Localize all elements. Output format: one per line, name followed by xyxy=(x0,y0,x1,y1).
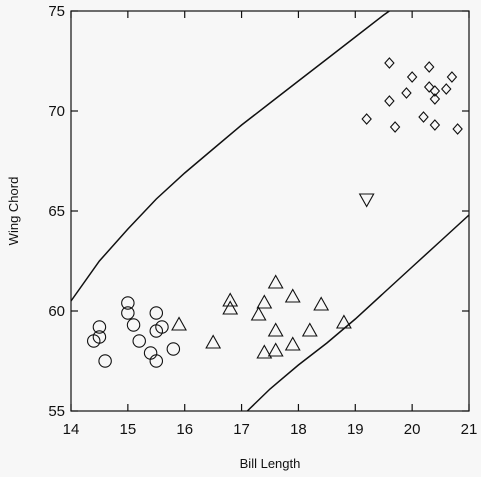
triangle-up-point xyxy=(222,300,239,315)
upper-boundary-curve xyxy=(71,11,390,302)
triangle-up-point xyxy=(267,342,284,357)
x-tick-label: 19 xyxy=(347,421,364,438)
diamond-point xyxy=(423,81,435,93)
x-tick-label: 17 xyxy=(233,421,250,438)
x-tick-label: 16 xyxy=(176,421,193,438)
y-tick-label: 65 xyxy=(48,203,65,220)
x-tick-label: 21 xyxy=(461,421,478,438)
triangle-up-point xyxy=(313,296,330,311)
triangle-up-point xyxy=(284,288,301,303)
triangle-up-point xyxy=(250,306,267,321)
triangle-up-point xyxy=(256,344,273,359)
triangle-up-point xyxy=(222,292,239,307)
triangle-up-point xyxy=(284,336,301,351)
triangle-down-point xyxy=(358,193,375,208)
x-tick-label: 20 xyxy=(404,421,421,438)
diamond-point xyxy=(446,71,458,83)
diamond-point xyxy=(429,85,441,97)
diamond-point xyxy=(423,61,435,73)
diamond-point xyxy=(429,93,441,105)
diamond-point xyxy=(361,113,372,125)
diamond-point xyxy=(389,121,401,133)
data-points xyxy=(86,57,463,368)
circle-point xyxy=(166,342,181,356)
y-axis-title: Wing Chord xyxy=(6,177,21,246)
triangle-up-point xyxy=(267,274,284,289)
diamond-point xyxy=(384,95,395,107)
y-tick-label: 60 xyxy=(48,303,65,320)
circle-point xyxy=(92,320,107,334)
diamond-point xyxy=(406,71,418,83)
x-axis-title: Bill Length xyxy=(240,456,301,471)
y-tick-label: 75 xyxy=(48,3,65,20)
triangle-up-point xyxy=(335,314,352,329)
circle-point xyxy=(132,334,146,348)
circle-point xyxy=(121,296,135,310)
circle-point xyxy=(121,306,135,320)
circle-point xyxy=(149,354,164,368)
diamond-point xyxy=(401,87,412,99)
circle-point xyxy=(155,320,169,334)
diamond-point xyxy=(429,119,441,131)
circle-point xyxy=(98,354,112,368)
triangle-up-point xyxy=(205,334,222,349)
x-tick-label: 14 xyxy=(63,421,80,438)
circle-point xyxy=(149,306,164,320)
diamond-point xyxy=(418,111,429,123)
triangle-up-point xyxy=(301,322,318,337)
triangle-up-point xyxy=(256,294,273,309)
boundary-curves xyxy=(71,11,469,411)
diamond-point xyxy=(452,123,463,135)
plot-background xyxy=(71,11,469,411)
triangle-up-point xyxy=(267,322,284,337)
x-tick-label: 15 xyxy=(120,421,137,438)
circle-point xyxy=(92,330,107,344)
y-tick-label: 70 xyxy=(48,103,65,120)
triangle-up-point xyxy=(171,316,187,331)
diamond-point xyxy=(384,57,395,69)
lower-boundary-curve xyxy=(246,214,469,411)
diamond-point xyxy=(441,83,452,95)
circle-point xyxy=(126,318,141,332)
axis-ticks: 14 15 16 17 18 19 20 21 55 60 65 70 75 xyxy=(48,3,477,438)
y-tick-label: 55 xyxy=(48,403,65,420)
x-tick-label: 18 xyxy=(290,421,307,438)
